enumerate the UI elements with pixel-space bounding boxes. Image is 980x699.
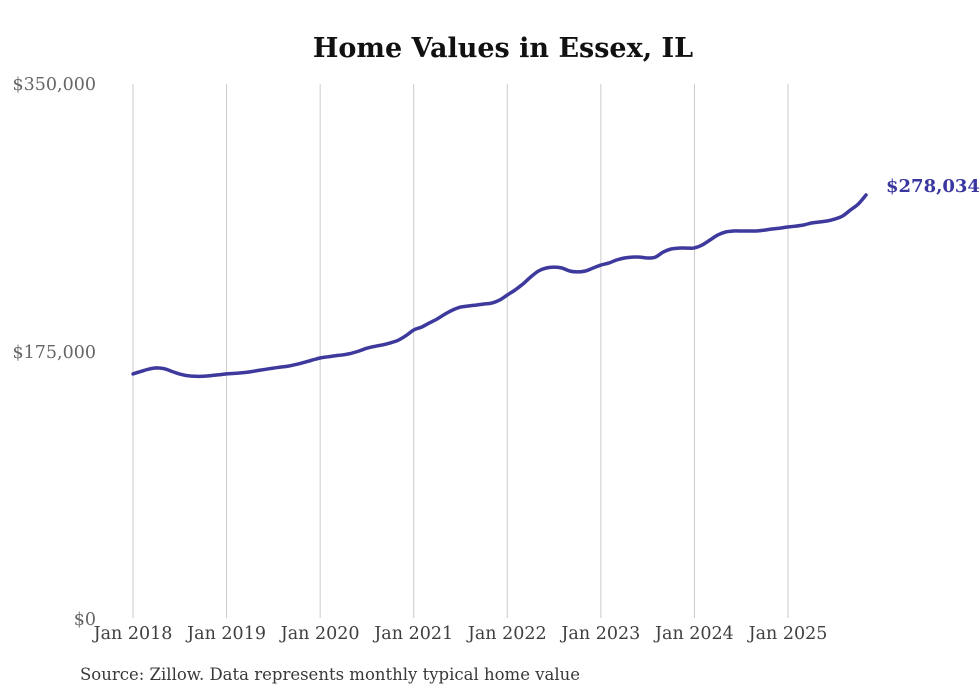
y-axis-tick-label: $0	[73, 610, 96, 630]
y-axis-tick-label: $175,000	[12, 342, 96, 363]
source-note: Source: Zillow. Data represents monthly …	[80, 665, 581, 684]
x-axis-tick-label: Jan 2018	[93, 624, 173, 644]
x-axis-tick-label: Jan 2020	[280, 624, 360, 644]
x-axis-tick-label: Jan 2022	[467, 624, 547, 644]
last-value-annotation: $278,034	[886, 176, 980, 197]
x-axis-tick-label: Jan 2019	[187, 624, 266, 644]
x-axis-tick-label: Jan 2025	[748, 624, 828, 644]
x-axis-tick-label: Jan 2023	[561, 624, 641, 644]
x-axis-tick-label: Jan 2024	[655, 624, 734, 644]
chart-title: Home Values in Essex, IL	[312, 33, 694, 64]
y-axis-tick-label: $350,000	[12, 75, 96, 95]
home-value-line	[131, 193, 868, 379]
x-axis-tick-label: Jan 2021	[374, 624, 454, 644]
